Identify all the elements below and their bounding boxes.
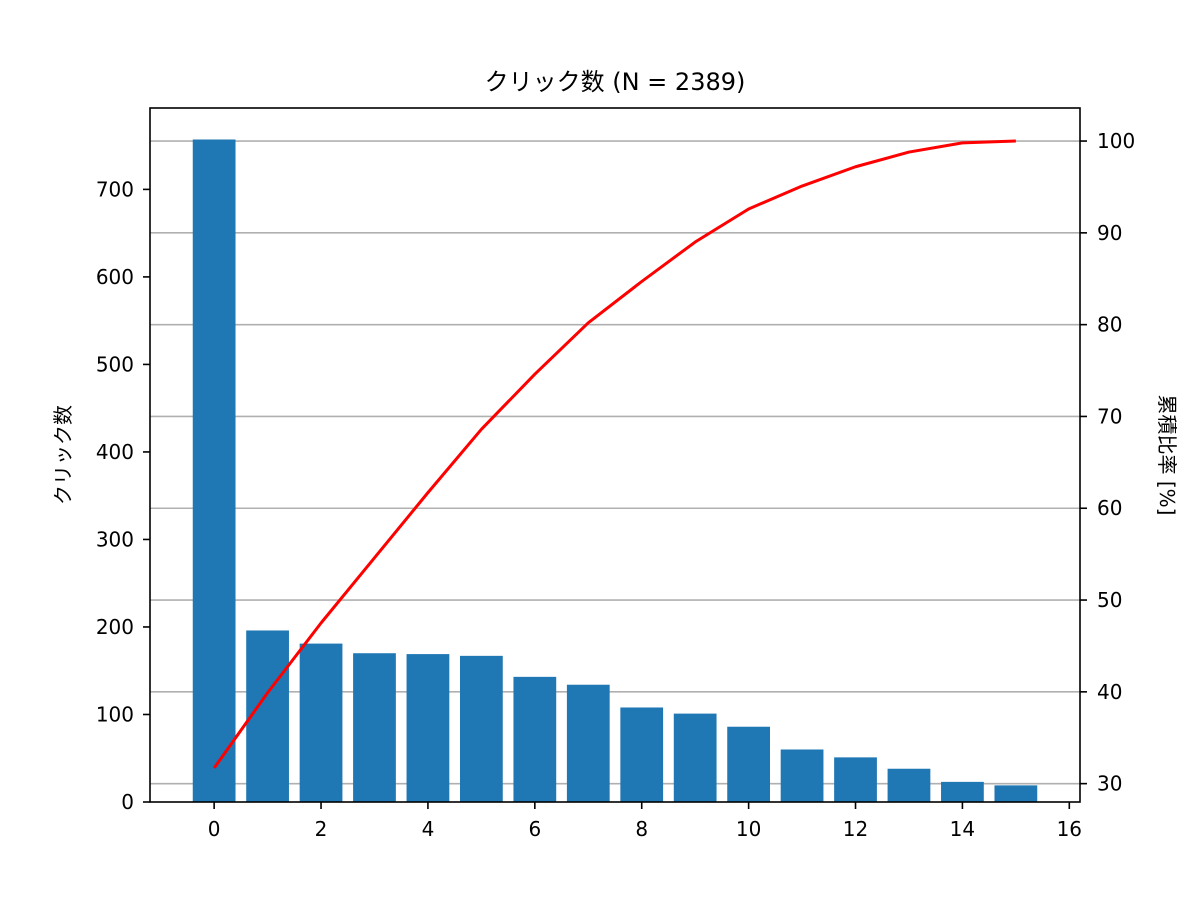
y-tick-label: 700: [96, 177, 134, 201]
y-tick-label: 400: [96, 440, 134, 464]
x-tick-label: 10: [736, 817, 761, 841]
bar: [727, 726, 770, 802]
y2-tick-label: 90: [1097, 221, 1122, 245]
bar: [887, 768, 931, 802]
bar: [673, 713, 717, 802]
y2-tick-label: 40: [1097, 680, 1122, 704]
y2-tick-label: 30: [1097, 772, 1122, 796]
cumulative-line-series: [212, 139, 1016, 769]
y-tick-label: 500: [96, 352, 134, 376]
cumulative-line: [212, 139, 1016, 769]
bar: [566, 684, 610, 802]
bar: [513, 676, 557, 802]
x-tick-label: 16: [1057, 817, 1082, 841]
bar: [192, 139, 236, 802]
x-tick-label: 12: [843, 817, 868, 841]
x-tick-label: 6: [528, 817, 541, 841]
bar: [941, 781, 984, 802]
x-axis: 0 2 4 6 8 10 12 14 16: [208, 802, 1082, 841]
bar: [994, 785, 1038, 802]
y-tick-label: 0: [121, 790, 134, 814]
y-tick-label: 300: [96, 527, 134, 551]
y-axis-title-right: 累積比率 [%]: [1155, 395, 1179, 516]
y-axis-title-left: クリック数: [51, 405, 75, 505]
y-tick-label: 600: [96, 265, 134, 289]
y2-tick-label: 50: [1097, 588, 1122, 612]
y2-tick-label: 100: [1097, 129, 1135, 153]
x-tick-label: 14: [950, 817, 975, 841]
bar: [246, 630, 289, 802]
x-tick-label: 4: [422, 817, 435, 841]
bar: [780, 749, 824, 802]
bar-series: [192, 139, 1038, 802]
bar: [406, 654, 450, 802]
y-axis-right: 30 40 50 60 70 80 90 100: [1080, 129, 1135, 796]
bar: [620, 707, 664, 802]
bar: [460, 655, 503, 802]
y2-tick-label: 60: [1097, 496, 1122, 520]
bar: [353, 653, 396, 802]
y-axis-left: 0 100 200 300 400 500 600 700: [96, 177, 150, 814]
y2-tick-label: 80: [1097, 313, 1122, 337]
bar: [299, 643, 343, 802]
x-tick-label: 8: [635, 817, 648, 841]
bar: [834, 757, 877, 802]
y-tick-label: 100: [96, 702, 134, 726]
y-tick-label: 200: [96, 615, 134, 639]
plot-frame: [149, 107, 1081, 803]
chart-title: クリック数 (N = 2389): [485, 68, 746, 96]
x-tick-label: 2: [315, 817, 328, 841]
grid-lines: [150, 140, 1080, 785]
x-tick-label: 0: [208, 817, 221, 841]
y2-tick-label: 70: [1097, 404, 1122, 428]
